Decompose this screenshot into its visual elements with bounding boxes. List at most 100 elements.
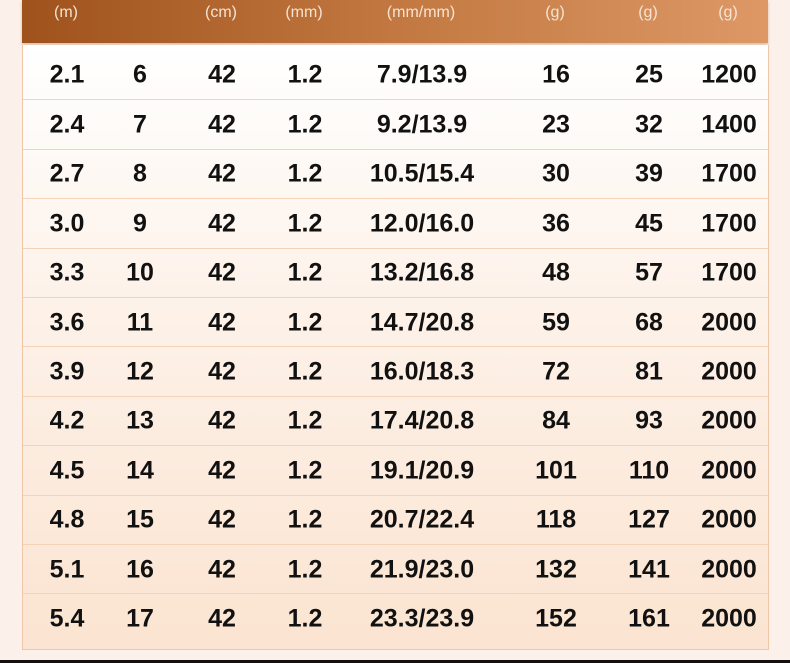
table-cell: 161 <box>628 604 670 633</box>
table-cell: 132 <box>535 555 577 584</box>
table-cell: 9 <box>133 209 147 238</box>
table-cell: 23.3/23.9 <box>369 604 475 633</box>
table-cell: 16.0/18.3 <box>369 357 475 386</box>
table-cell: 42 <box>208 258 236 287</box>
table-cell: 42 <box>208 60 236 89</box>
table-header: (m) (cm) (mm) (mm/mm) (g) (g) (g) <box>22 0 768 43</box>
table-cell: 5.4 <box>49 604 85 633</box>
table-cell: 1.2 <box>287 555 323 584</box>
header-unit: (g) <box>638 4 658 21</box>
table-cell: 2000 <box>701 604 757 633</box>
table-cell: 2.1 <box>49 60 85 89</box>
table-cell: 3.6 <box>49 308 85 337</box>
table-cell: 2000 <box>701 505 757 534</box>
table-cell: 2.4 <box>49 110 85 139</box>
table-row: 5.4 17 42 1.2 23.3/23.9 152 161 2000 <box>23 593 768 643</box>
table-cell: 16 <box>126 555 154 584</box>
table-cell: 11 <box>126 308 154 337</box>
table-cell: 1.2 <box>287 357 323 386</box>
table-cell: 7.9/13.9 <box>376 60 468 89</box>
table-cell: 7 <box>133 110 147 139</box>
table-cell: 101 <box>535 456 577 485</box>
table-row: 2.7 8 42 1.2 10.5/15.4 30 39 1700 <box>23 148 768 199</box>
table-cell: 141 <box>628 555 670 584</box>
table-row: 5.1 16 42 1.2 21.9/23.0 132 141 2000 <box>23 544 768 594</box>
table-cell: 4.5 <box>49 456 85 485</box>
table-cell: 12.0/16.0 <box>369 209 475 238</box>
table-cell: 8 <box>133 159 147 188</box>
table-cell: 3.3 <box>49 258 85 287</box>
spec-table-body: 2.1 6 42 1.2 7.9/13.9 16 25 1200 2.4 7 42 1.2 9.2/13… <box>22 45 769 650</box>
table-cell: 20.7/22.4 <box>369 505 475 534</box>
table-cell: 2.7 <box>49 159 85 188</box>
table-row: 3.9 12 42 1.2 16.0/18.3 72 81 2000 <box>23 346 768 396</box>
table-row: 4.2 13 42 1.2 17.4/20.8 84 93 2000 <box>23 395 768 446</box>
table-cell: 9.2/13.9 <box>376 110 468 139</box>
table-cell: 2000 <box>701 456 757 485</box>
table-cell: 1200 <box>701 60 757 89</box>
table-cell: 1.2 <box>287 159 323 188</box>
table-cell: 84 <box>542 406 570 435</box>
table-cell: 42 <box>208 505 236 534</box>
table-cell: 21.9/23.0 <box>369 555 475 584</box>
table-cell: 72 <box>542 357 570 386</box>
table-cell: 13 <box>126 406 154 435</box>
table-cell: 2000 <box>701 357 757 386</box>
table-cell: 1.2 <box>287 258 323 287</box>
table-cell: 1.2 <box>287 60 323 89</box>
table-cell: 93 <box>635 406 663 435</box>
table-cell: 42 <box>208 456 236 485</box>
table-cell: 42 <box>208 159 236 188</box>
table-cell: 42 <box>208 110 236 139</box>
header-unit: (mm/mm) <box>386 4 456 21</box>
table-cell: 30 <box>542 159 570 188</box>
header-unit: (g) <box>718 4 738 21</box>
table-cell: 15 <box>126 505 154 534</box>
table-cell: 1700 <box>701 258 757 287</box>
header-unit: (cm) <box>205 4 237 21</box>
header-unit: (g) <box>545 4 565 21</box>
table-cell: 1.2 <box>287 406 323 435</box>
table-cell: 2000 <box>701 406 757 435</box>
table-cell: 42 <box>208 357 236 386</box>
table-cell: 4.2 <box>49 406 85 435</box>
table-cell: 1.2 <box>287 209 323 238</box>
table-cell: 32 <box>635 110 663 139</box>
table-row: 3.3 10 42 1.2 13.2/16.8 48 57 1700 <box>23 247 768 298</box>
table-cell: 16 <box>542 60 570 89</box>
table-cell: 1.2 <box>287 604 323 633</box>
table-cell: 3.0 <box>49 209 85 238</box>
table-cell: 152 <box>535 604 577 633</box>
table-cell: 45 <box>635 209 663 238</box>
table-cell: 10 <box>126 258 154 287</box>
table-cell: 17.4/20.8 <box>369 406 475 435</box>
header-unit: (m) <box>54 4 78 21</box>
table-cell: 19.1/20.9 <box>369 456 475 485</box>
table-cell: 14 <box>126 456 154 485</box>
table-cell: 2000 <box>701 555 757 584</box>
table-cell: 48 <box>542 258 570 287</box>
table-cell: 1.2 <box>287 456 323 485</box>
table-cell: 81 <box>635 357 663 386</box>
table-row: 3.6 11 42 1.2 14.7/20.8 59 68 2000 <box>23 297 768 347</box>
table-cell: 42 <box>208 555 236 584</box>
table-row: 2.4 7 42 1.2 9.2/13.9 23 32 1400 <box>23 99 768 149</box>
table-cell: 1700 <box>701 159 757 188</box>
table-cell: 3.9 <box>49 357 85 386</box>
table-row: 2.1 6 42 1.2 7.9/13.9 16 25 1200 <box>23 50 768 99</box>
table-cell: 17 <box>126 604 154 633</box>
table-cell: 1.2 <box>287 110 323 139</box>
table-cell: 1400 <box>701 110 757 139</box>
table-cell: 2000 <box>701 308 757 337</box>
table-cell: 1700 <box>701 209 757 238</box>
table-cell: 5.1 <box>49 555 85 584</box>
table-cell: 1.2 <box>287 505 323 534</box>
divider <box>0 660 790 663</box>
table-row: 3.0 9 42 1.2 12.0/16.0 36 45 1700 <box>23 198 768 248</box>
table-cell: 23 <box>542 110 570 139</box>
table-cell: 1.2 <box>287 308 323 337</box>
table-cell: 42 <box>208 406 236 435</box>
table-cell: 13.2/16.8 <box>369 258 475 287</box>
table-cell: 42 <box>208 308 236 337</box>
table-cell: 57 <box>635 258 663 287</box>
